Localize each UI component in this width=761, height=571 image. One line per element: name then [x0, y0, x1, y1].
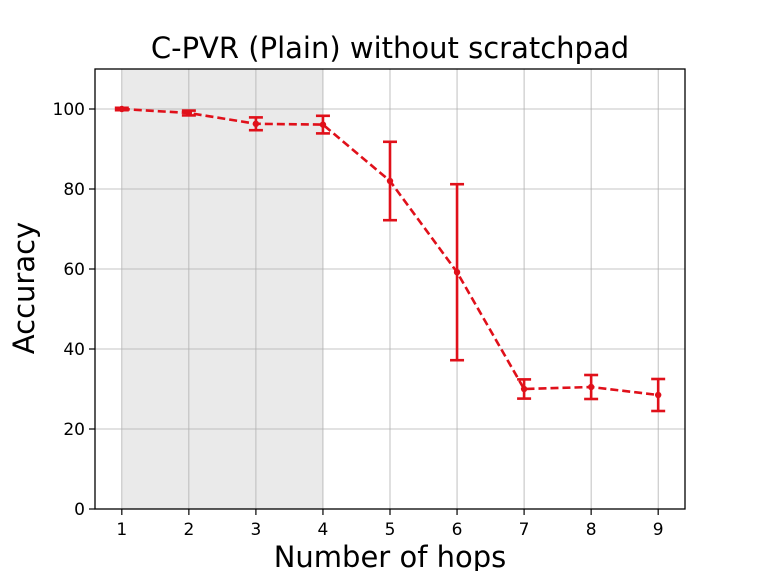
y-tick-label: 60 — [63, 260, 85, 280]
data-point — [654, 391, 662, 399]
x-tick-label: 8 — [586, 520, 597, 540]
x-tick-label: 2 — [183, 520, 194, 540]
data-point — [453, 269, 461, 276]
x-tick-label: 9 — [653, 520, 664, 540]
data-point — [587, 383, 595, 391]
data-point — [520, 385, 528, 393]
data-point — [185, 109, 193, 117]
x-tick-label: 4 — [318, 520, 329, 540]
x-tick-label: 1 — [116, 520, 127, 540]
y-tick-label: 40 — [63, 340, 85, 360]
shaded-region — [121, 69, 323, 509]
plot-area: 1 2 3 4 5 6 7 8 9 0 20 40 60 80 100 — [53, 68, 686, 540]
y-tick-label: 0 — [74, 500, 85, 520]
x-tick-label: 7 — [519, 520, 530, 540]
data-point — [319, 121, 327, 128]
x-axis-label: Number of hops — [274, 540, 507, 571]
y-axis-label: Accuracy — [7, 222, 41, 354]
data-point — [252, 120, 260, 128]
y-tick-label: 20 — [63, 420, 85, 440]
x-tick-label: 5 — [385, 520, 396, 540]
data-point — [118, 105, 126, 113]
y-tick-label: 80 — [63, 180, 85, 200]
chart-title: C-PVR (Plain) without scratchpad — [151, 31, 629, 65]
y-tick-label: 100 — [53, 100, 85, 120]
data-point — [386, 177, 394, 185]
x-tick-label: 6 — [452, 520, 463, 540]
x-tick-label: 3 — [250, 520, 261, 540]
